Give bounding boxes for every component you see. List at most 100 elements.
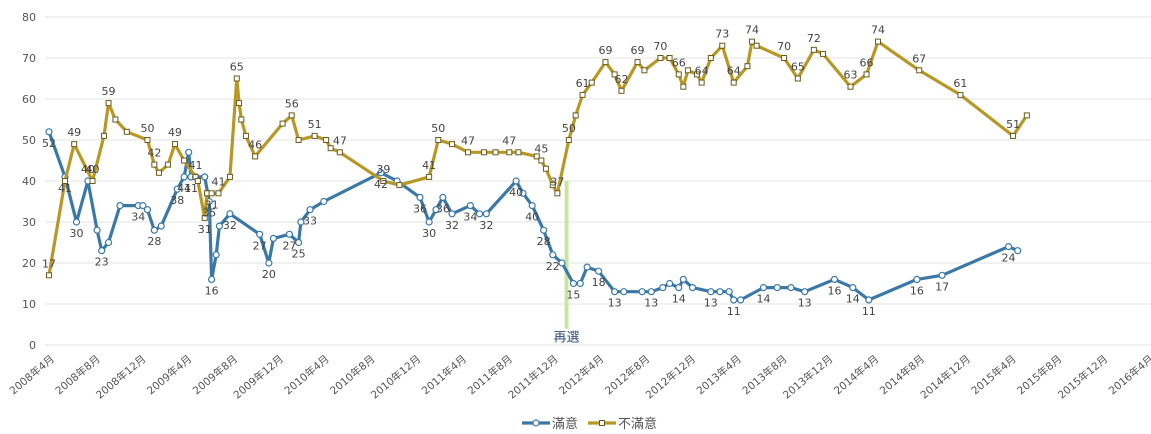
- data-label: 13: [608, 297, 622, 310]
- data-label: 61: [953, 77, 967, 90]
- data-point: [759, 284, 768, 292]
- data-point: [680, 83, 687, 90]
- data-point: [201, 214, 208, 221]
- data-point: [226, 173, 233, 180]
- data-label: 32: [445, 219, 459, 232]
- data-point: [583, 263, 591, 271]
- data-point: [212, 251, 220, 259]
- data-point: [93, 226, 101, 234]
- data-point: [207, 275, 216, 283]
- x-tick-label: 2011年4月: [419, 352, 469, 397]
- x-tick-label: 2010年4月: [282, 352, 332, 397]
- data-label: 40: [81, 163, 95, 176]
- data-point: [865, 296, 873, 304]
- data-point: [675, 284, 683, 292]
- data-label: 15: [566, 289, 580, 302]
- data-point: [306, 206, 314, 214]
- data-point: [396, 182, 403, 189]
- data-point: [265, 259, 273, 267]
- data-point: [482, 210, 490, 218]
- x-tick-label: 2013年4月: [694, 352, 744, 397]
- data-label: 72: [807, 32, 821, 45]
- data-label: 63: [844, 69, 858, 82]
- data-point: [540, 226, 548, 234]
- data-point: [104, 238, 113, 247]
- data-point: [269, 234, 278, 242]
- data-point: [62, 178, 69, 184]
- data-label: 35: [202, 207, 216, 220]
- data-label: 33: [303, 215, 317, 228]
- data-label: 28: [147, 235, 161, 248]
- data-point: [549, 182, 556, 189]
- data-point: [515, 149, 522, 156]
- data-label: 16: [910, 284, 924, 297]
- data-label: 24: [1002, 252, 1016, 265]
- data-point: [256, 230, 264, 238]
- data-point: [295, 137, 302, 143]
- data-label: 17: [935, 280, 949, 293]
- data-label: 41: [422, 159, 436, 172]
- data-point: [719, 42, 726, 49]
- x-tick-label: 2009年4月: [144, 352, 194, 397]
- data-point: [139, 202, 147, 210]
- data-label: 70: [777, 40, 791, 53]
- data-label: 32: [223, 219, 237, 232]
- x-tick-label: 2013年12月: [780, 352, 835, 401]
- data-label: 69: [598, 44, 612, 57]
- data-label: 34: [463, 211, 477, 224]
- x-tick-label: 2015年12月: [1055, 352, 1110, 401]
- data-label: 74: [745, 24, 759, 37]
- y-tick-label: 80: [22, 11, 36, 24]
- data-point: [810, 46, 817, 53]
- data-point: [466, 202, 474, 210]
- data-point: [151, 161, 158, 168]
- data-point: [916, 67, 923, 74]
- data-point: [208, 190, 215, 197]
- data-label: 41: [177, 182, 191, 195]
- data-point: [380, 178, 387, 184]
- data-label: 47: [502, 134, 516, 147]
- data-label: 13: [798, 297, 812, 310]
- data-label: 14: [672, 293, 686, 306]
- data-point: [236, 100, 243, 107]
- data-point: [181, 157, 188, 164]
- data-label: 14: [846, 293, 860, 306]
- data-label: 64: [695, 65, 709, 78]
- data-point: [688, 284, 697, 292]
- data-point: [730, 296, 738, 304]
- data-point: [554, 190, 561, 197]
- series-0: [45, 128, 1022, 304]
- data-point: [226, 210, 234, 218]
- data-point: [238, 116, 245, 123]
- data-point: [492, 149, 499, 156]
- data-point: [432, 206, 440, 214]
- data-point: [538, 157, 545, 164]
- data-point: [215, 190, 222, 197]
- y-tick-label: 20: [22, 257, 36, 270]
- x-tick-label: 2011年12月: [506, 352, 561, 401]
- data-label: 30: [69, 227, 83, 240]
- data-point: [659, 284, 667, 292]
- data-point: [288, 112, 295, 119]
- data-label: 41: [211, 175, 225, 188]
- data-point: [634, 59, 641, 66]
- x-tick-label: 2014年12月: [918, 352, 973, 401]
- y-tick-label: 10: [22, 298, 36, 311]
- data-point: [157, 222, 165, 230]
- data-point: [320, 197, 328, 206]
- data-point: [242, 132, 249, 139]
- data-label: 65: [791, 61, 805, 74]
- data-label: 74: [871, 24, 885, 37]
- data-point: [165, 161, 172, 168]
- data-label: 64: [727, 65, 741, 78]
- data-point: [736, 296, 745, 304]
- data-point: [180, 173, 188, 181]
- y-tick-label: 50: [22, 134, 36, 147]
- data-point: [847, 83, 854, 90]
- data-label: 40: [525, 211, 539, 224]
- data-point: [558, 259, 566, 267]
- data-label: 32: [479, 219, 493, 232]
- data-label: 13: [644, 297, 658, 310]
- data-point: [89, 178, 96, 184]
